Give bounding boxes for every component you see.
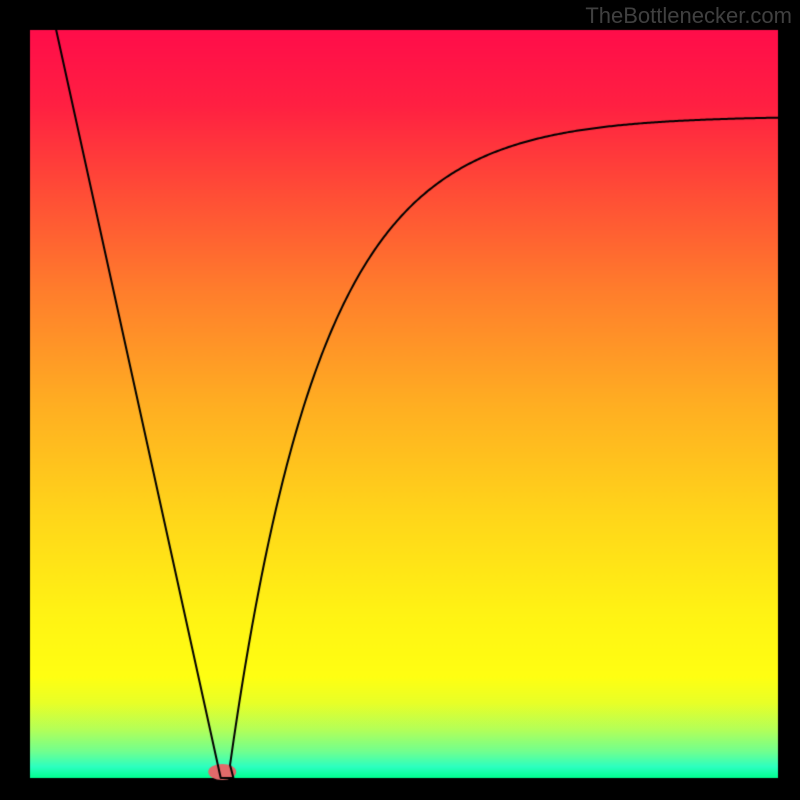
watermark-text: TheBottlenecker.com [585, 3, 792, 29]
bottleneck-chart-canvas [0, 0, 800, 800]
chart-container: TheBottlenecker.com [0, 0, 800, 800]
